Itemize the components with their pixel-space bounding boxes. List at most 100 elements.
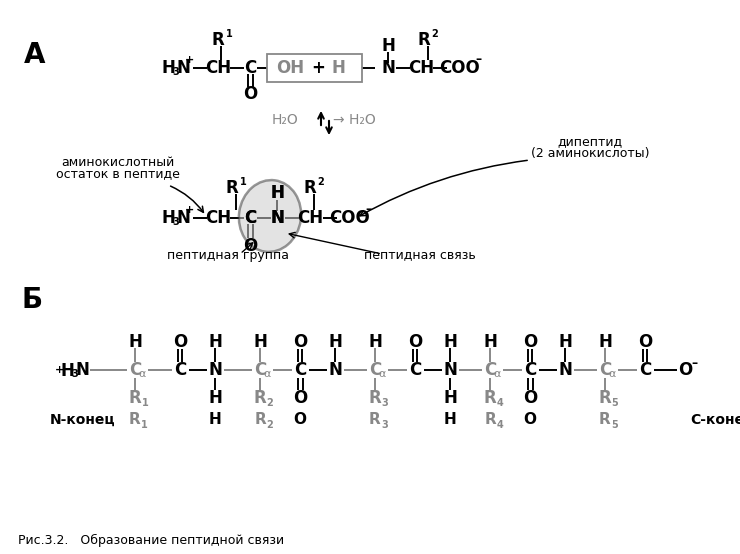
Text: H₂O: H₂O: [272, 113, 298, 127]
Text: CH: CH: [205, 59, 231, 77]
Text: –: –: [475, 54, 481, 66]
Bar: [267, 54, 362, 82]
Text: –: –: [365, 203, 371, 217]
Text: R: R: [369, 413, 381, 428]
Text: R: R: [254, 389, 266, 407]
Text: H: H: [270, 184, 284, 202]
Text: H: H: [368, 333, 382, 351]
Text: O: O: [408, 333, 422, 351]
Text: H: H: [208, 389, 222, 407]
Text: H: H: [253, 333, 267, 351]
Text: H: H: [558, 333, 572, 351]
Text: α: α: [608, 369, 616, 379]
Text: C: C: [524, 361, 536, 379]
Text: +: +: [186, 205, 195, 215]
Text: H: H: [443, 413, 457, 428]
Text: N: N: [176, 209, 190, 227]
Text: N-конец: N-конец: [50, 413, 115, 427]
Text: пептидная группа: пептидная группа: [167, 249, 289, 261]
Text: пептидная связь: пептидная связь: [364, 249, 476, 261]
Text: 3: 3: [72, 369, 78, 379]
Text: R: R: [599, 389, 611, 407]
Text: COO: COO: [440, 59, 480, 77]
Text: 2: 2: [431, 29, 438, 39]
Text: дипептид: дипептид: [557, 136, 622, 148]
Text: аминокислотный: аминокислотный: [61, 156, 175, 168]
Text: C: C: [369, 361, 381, 379]
Text: CH: CH: [408, 59, 434, 77]
Text: +: +: [56, 365, 64, 375]
Text: 4: 4: [497, 420, 503, 430]
Text: O: O: [523, 333, 537, 351]
Text: R: R: [303, 179, 317, 197]
Text: N: N: [381, 59, 395, 77]
Text: H: H: [128, 333, 142, 351]
Text: 3: 3: [382, 398, 389, 408]
Text: 1: 1: [226, 29, 232, 39]
Text: C: C: [294, 361, 306, 379]
Text: C: C: [244, 59, 256, 77]
Text: R: R: [226, 179, 238, 197]
Ellipse shape: [239, 180, 301, 252]
Text: (2 аминокислоты): (2 аминокислоты): [531, 147, 649, 161]
Text: C: C: [599, 361, 611, 379]
Text: 2: 2: [266, 398, 273, 408]
Text: H: H: [328, 333, 342, 351]
Text: H: H: [161, 59, 175, 77]
Text: O: O: [638, 333, 652, 351]
Text: O: O: [243, 237, 257, 255]
Text: O: O: [523, 413, 536, 428]
Text: C: C: [129, 361, 141, 379]
Text: H: H: [483, 333, 497, 351]
Text: +: +: [186, 55, 195, 65]
Text: α: α: [494, 369, 501, 379]
Text: C: C: [254, 361, 266, 379]
Text: R: R: [129, 413, 141, 428]
Text: H: H: [598, 333, 612, 351]
Text: C: C: [484, 361, 496, 379]
Text: остаток в пептиде: остаток в пептиде: [56, 167, 180, 181]
Text: 1: 1: [141, 420, 147, 430]
Text: N: N: [328, 361, 342, 379]
Text: H: H: [209, 413, 221, 428]
Text: C: C: [639, 361, 651, 379]
Text: 2: 2: [266, 420, 273, 430]
Text: 3: 3: [382, 420, 389, 430]
Text: R: R: [129, 389, 141, 407]
Text: α: α: [378, 369, 386, 379]
Text: N: N: [270, 209, 284, 227]
Text: CH: CH: [297, 209, 323, 227]
Text: 2: 2: [317, 177, 324, 187]
Text: 3: 3: [172, 67, 179, 77]
Text: N: N: [208, 361, 222, 379]
Text: CH: CH: [205, 209, 231, 227]
Text: +: +: [311, 59, 325, 77]
Text: α: α: [138, 369, 146, 379]
Text: O: O: [293, 333, 307, 351]
Text: 1: 1: [240, 177, 246, 187]
Text: C: C: [244, 209, 256, 227]
Text: N: N: [75, 361, 89, 379]
Text: N: N: [558, 361, 572, 379]
Text: Рис.3.2.   Образование пептидной связи: Рис.3.2. Образование пептидной связи: [18, 534, 284, 547]
Text: C: C: [409, 361, 421, 379]
Text: H: H: [270, 184, 284, 202]
Text: R: R: [599, 413, 611, 428]
Text: C: C: [174, 361, 186, 379]
Text: O: O: [523, 389, 537, 407]
Text: COO: COO: [329, 209, 371, 227]
Text: H: H: [208, 333, 222, 351]
Text: → H₂O: → H₂O: [332, 113, 375, 127]
Text: O: O: [293, 389, 307, 407]
Text: H: H: [443, 333, 457, 351]
Text: α: α: [263, 369, 271, 379]
Text: OH: OH: [276, 59, 304, 77]
Text: Б: Б: [21, 286, 43, 314]
Text: O: O: [294, 413, 306, 428]
Text: H: H: [331, 59, 345, 77]
Text: 5: 5: [612, 398, 619, 408]
Text: H: H: [443, 389, 457, 407]
Text: N: N: [443, 361, 457, 379]
Text: –: –: [691, 357, 697, 371]
Text: N: N: [176, 59, 190, 77]
